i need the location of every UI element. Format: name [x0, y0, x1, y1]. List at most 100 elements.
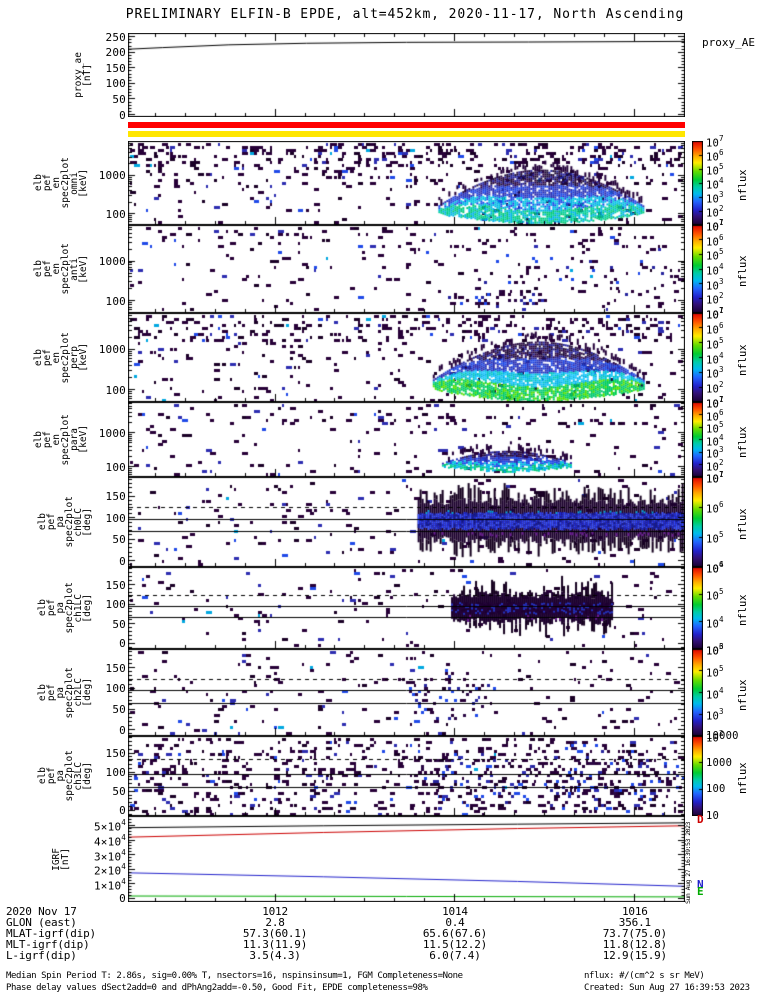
colorbar-label: 105: [706, 420, 724, 436]
colorbar-label: 107: [706, 395, 724, 411]
colorbar-label: 102: [706, 729, 724, 745]
bottom-table-value: 73.7(75.0): [602, 927, 667, 940]
y-tick-label: 1000: [98, 255, 126, 269]
colorbar-label: 102: [706, 204, 724, 220]
y-tick-label: 100: [105, 460, 126, 474]
bottom-table-row-label: GLON (east): [6, 916, 77, 929]
colorbar-elb_pef_pa_spec2plot_ch3LC: [692, 736, 703, 816]
y-tick-label: 100: [105, 294, 126, 308]
y-tick-label: 100: [105, 383, 126, 397]
y-tick-label: 150: [105, 490, 126, 504]
y-tick-label: 50: [112, 92, 126, 106]
footer-nflux-units-text: nflux: #/(cm^2 s sr MeV): [584, 971, 705, 981]
colorbar-label: 106: [706, 642, 724, 658]
y-axis-label-word: [nT]: [82, 63, 93, 87]
colorbar-elb_pef_pa_spec2plot_ch0LC: [692, 477, 703, 567]
nflux-unit-label: nflux: [737, 508, 749, 540]
colorbar-label: 107: [706, 218, 724, 234]
y-tick-label: 4×104: [93, 833, 126, 849]
bottom-table-value: 12.9(15.9): [602, 949, 667, 962]
colorbar-elb_pef_en_spec2plot_para: [692, 402, 703, 477]
bottom-table-value: 3.5(4.3): [249, 949, 301, 962]
y-tick-label: 1000: [98, 426, 126, 440]
bottom-table-value: 11.8(12.8): [602, 938, 667, 951]
nflux-unit-label: nflux: [737, 594, 749, 626]
y-tick-label: 50: [112, 703, 126, 717]
footer-phase-delay-text: Phase delay values dSect2add=0 and dPhAn…: [6, 983, 428, 993]
panel-canvas-elb_pef_pa_spec2plot_ch0LC: [128, 477, 685, 567]
y-tick-label: 0: [119, 804, 126, 818]
y-axis-label-igrf: IGRF [nT]: [50, 816, 71, 902]
bottom-table-value: 57.3(60.1): [242, 927, 308, 940]
bottom-table-row-label: MLT-igrf(dip): [6, 938, 90, 951]
bottom-table-value: 65.6(67.6): [422, 927, 488, 940]
y-axis-label-elb_pef_en_spec2plot_para: elb pef en spec2plot para [keV]: [28, 402, 89, 477]
colorbar-label: 102: [706, 457, 724, 474]
colorbar-label: 103: [706, 276, 724, 293]
panel-canvas-elb_pef_en_spec2plot_perp: [128, 313, 685, 402]
colorbar-label: 106: [706, 320, 724, 337]
colorbar-elb_pef_pa_spec2plot_ch1LC: [692, 567, 703, 649]
bottom-table-value: 11.5(12.2): [422, 938, 488, 951]
y-tick-label: 150: [105, 61, 126, 75]
y-axis-label-word: [keV]: [78, 254, 89, 284]
y-tick-label: 100: [105, 766, 126, 780]
colorbar-label: 101: [706, 218, 724, 234]
colorbar-label: 104: [706, 685, 724, 702]
igrf-legend-letter-D: D: [697, 812, 704, 826]
y-tick-label: 1000: [98, 169, 126, 183]
colorbar-label: 106: [706, 500, 724, 516]
colorbar-label: 106: [706, 560, 724, 576]
colorbar-label: 103: [706, 445, 724, 461]
y-tick-label: 3×104: [93, 847, 126, 864]
colorbar-label: 107: [706, 306, 724, 322]
panel-canvas-elb_pef_en_spec2plot_para: [128, 402, 685, 477]
proxy-ae-legend-label: proxy_AE: [702, 36, 755, 49]
page-title: PRELIMINARY ELFIN-B EPDE, alt=452km, 202…: [125, 7, 685, 22]
igrf-legend-letter-E: E: [697, 884, 704, 898]
colorbar-label: 102: [706, 380, 724, 396]
footer-created-text: Created: Sun Aug 27 16:39:53 2023: [584, 983, 750, 993]
y-tick-label: 50: [112, 533, 126, 547]
y-axis-label-word: [deg]: [82, 678, 93, 707]
panel-canvas-igrf: [128, 816, 685, 902]
colorbar-label: 105: [706, 247, 724, 263]
colorbar-label: 104: [706, 560, 724, 576]
y-axis-label-elb_pef_en_spec2plot_anti: elb pef en spec2plot anti [keV]: [28, 225, 89, 313]
y-tick-label: 0: [119, 892, 126, 906]
y-tick-label: 200: [105, 46, 126, 60]
colorbar-label: 101: [706, 395, 724, 411]
y-axis-label-word: [deg]: [82, 761, 93, 791]
colorbar-label: 106: [706, 148, 724, 164]
y-axis-label-word: [nT]: [60, 847, 71, 871]
y-tick-label: 150: [105, 747, 126, 761]
colorbar-elb_pef_en_spec2plot_perp: [692, 313, 703, 402]
igrf-legend-letter-N: N: [697, 877, 704, 891]
created-timestamp-rotated: Sun Aug 27 16:39:53 2023: [684, 822, 692, 904]
colorbar-label: 104: [706, 350, 724, 367]
y-tick-label: 100: [105, 511, 126, 525]
colorbar-label: 105: [706, 587, 724, 603]
y-tick-label: 0: [119, 637, 126, 651]
colorbar-label: 105: [706, 663, 724, 680]
bottom-table-value: 11.3(11.9): [242, 938, 308, 951]
colorbar-label: 106: [706, 407, 724, 424]
y-axis-label-elb_pef_pa_spec2plot_ch0LC: elb pef pa spec2plot ch0LC [deg]: [32, 477, 93, 567]
colorbar-label: 102: [706, 291, 724, 307]
bottom-table-value: 356.1: [618, 916, 651, 929]
y-tick-label: 0: [119, 108, 126, 122]
colorbar-label: 107: [706, 470, 724, 486]
colorbar-label: 100: [706, 783, 726, 796]
panel-canvas-elb_pef_pa_spec2plot_ch2LC: [128, 649, 685, 736]
colorbar-elb_pef_en_spec2plot_anti: [692, 225, 703, 313]
y-axis-label-elb_pef_en_spec2plot_omni: elb pef en spec2plot omni [keV]: [28, 141, 89, 225]
colorbar-label: 103: [706, 365, 724, 381]
colorbar-label: 104: [706, 262, 724, 278]
bottom-table-value: 0.4: [445, 916, 465, 929]
y-tick-label: 0: [119, 554, 126, 568]
y-axis-label-word: [keV]: [78, 343, 89, 372]
colorbar-label: 104: [706, 614, 724, 631]
panel-canvas-elb_pef_en_spec2plot_omni: [128, 141, 685, 225]
y-tick-label: 150: [105, 578, 126, 592]
